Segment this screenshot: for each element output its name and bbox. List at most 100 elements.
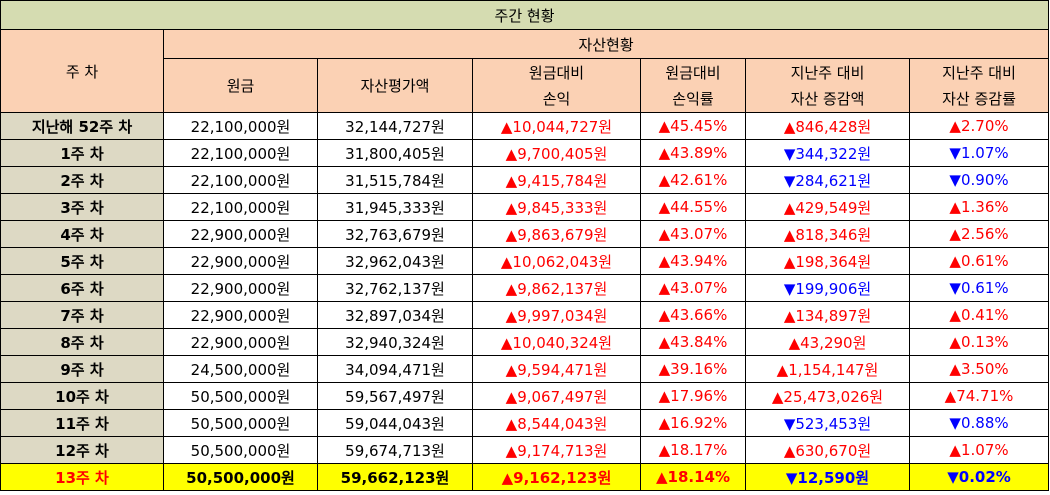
- week-cell: 3주 차: [0, 193, 164, 221]
- profit-loss-cell: ▲9,162,123원: [472, 463, 641, 491]
- week-cell: 1주 차: [0, 139, 164, 167]
- header-weekly-change-line2: 자산 증감액: [790, 89, 865, 108]
- table-row: 9주 차 24,500,000원 34,094,471원 ▲9,594,471원 ▲39…: [0, 355, 1050, 383]
- table-row: 12주 차 50,500,000원 59,674,713원 ▲9,174,713원 ▲1…: [0, 436, 1050, 464]
- profit-loss-cell: ▲8,544,043원: [472, 409, 641, 437]
- table-row: 3주 차 22,100,000원 31,945,333원 ▲9,845,333원 ▲44…: [0, 193, 1050, 221]
- valuation-cell: 31,945,333원: [317, 193, 473, 221]
- week-cell: 2주 차: [0, 166, 164, 194]
- profit-loss-rate-cell: ▲43.84%: [640, 328, 746, 356]
- profit-loss-rate-cell: ▲43.07%: [640, 274, 746, 302]
- valuation-cell: 32,763,679원: [317, 220, 473, 248]
- profit-loss-rate-cell: ▲45.45%: [640, 112, 746, 140]
- week-cell: 9주 차: [0, 355, 164, 383]
- weekly-change-rate-cell: ▼0.02%: [908, 463, 1050, 491]
- profit-loss-cell: ▲10,040,324원: [472, 328, 641, 356]
- weekly-change-rate-cell: ▼0.88%: [908, 409, 1050, 437]
- weekly-change-cell: ▲818,346원: [745, 220, 910, 248]
- profit-loss-cell: ▲10,062,043원: [472, 247, 641, 275]
- valuation-cell: 59,662,123원: [317, 463, 473, 491]
- valuation-cell: 32,144,727원: [317, 112, 473, 140]
- profit-loss-cell: ▲10,044,727원: [472, 112, 641, 140]
- weekly-change-rate-cell: ▲1.07%: [908, 436, 1050, 464]
- header-profit-loss-rate-line2: 손익률: [672, 89, 714, 108]
- header-weekly-change-rate-line2: 자산 증감률: [942, 89, 1016, 108]
- principal-cell: 24,500,000원: [163, 355, 318, 383]
- table-row: 1주 차 22,100,000원 31,800,405원 ▲9,700,405원 ▲43…: [0, 139, 1050, 167]
- table-row: 11주 차 50,500,000원 59,044,043원 ▲8,544,043원 ▲1…: [0, 409, 1050, 437]
- profit-loss-cell: ▲9,700,405원: [472, 139, 641, 167]
- principal-cell: 22,900,000원: [163, 247, 318, 275]
- week-cell: 11주 차: [0, 409, 164, 437]
- valuation-cell: 34,094,471원: [317, 355, 473, 383]
- principal-cell: 22,100,000원: [163, 112, 318, 140]
- weekly-change-rate-cell: ▲74.71%: [908, 382, 1050, 410]
- table-row: 4주 차 22,900,000원 32,763,679원 ▲9,863,679원 ▲43…: [0, 220, 1050, 248]
- principal-cell: 50,500,000원: [163, 382, 318, 410]
- principal-cell: 22,100,000원: [163, 193, 318, 221]
- header-row-2: 원금 자산평가액 원금대비 손익 원금대비 손익률 지난주 대비 자산 증감액 지난주…: [1, 58, 1050, 113]
- valuation-cell: 32,940,324원: [317, 328, 473, 356]
- weekly-change-rate-cell: ▼1.07%: [908, 139, 1050, 167]
- table-row: 6주 차 22,900,000원 32,762,137원 ▲9,862,137원 ▲43…: [0, 274, 1050, 302]
- principal-cell: 50,500,000원: [163, 409, 318, 437]
- weekly-change-cell: ▲43,290원: [745, 328, 910, 356]
- profit-loss-cell: ▲9,067,497원: [472, 382, 641, 410]
- profit-loss-rate-cell: ▲43.07%: [640, 220, 746, 248]
- profit-loss-cell: ▲9,415,784원: [472, 166, 641, 194]
- weekly-change-cell: ▲198,364원: [745, 247, 910, 275]
- principal-cell: 22,100,000원: [163, 166, 318, 194]
- header-profit-loss-line2: 손익: [542, 89, 571, 108]
- weekly-change-cell: ▲1,154,147원: [745, 355, 910, 383]
- weekly-change-rate-cell: ▲0.61%: [908, 247, 1050, 275]
- valuation-cell: 31,800,405원: [317, 139, 473, 167]
- profit-loss-cell: ▲9,174,713원: [472, 436, 641, 464]
- table-row: 7주 차 22,900,000원 32,897,034원 ▲9,997,034원 ▲43…: [0, 301, 1050, 329]
- profit-loss-rate-cell: ▲18.17%: [640, 436, 746, 464]
- valuation-cell: 31,515,784원: [317, 166, 473, 194]
- valuation-cell: 59,674,713원: [317, 436, 473, 464]
- header-principal: 원금: [163, 58, 318, 113]
- weekly-change-cell: ▼12,590원: [745, 463, 910, 491]
- weekly-change-rate-cell: ▲2.70%: [908, 112, 1050, 140]
- header-row-1: 주 차 자산현황: [0, 29, 1050, 113]
- profit-loss-cell: ▲9,862,137원: [472, 274, 641, 302]
- weekly-change-cell: ▼344,322원: [745, 139, 910, 167]
- principal-cell: 22,100,000원: [163, 139, 318, 167]
- profit-loss-rate-cell: ▲17.96%: [640, 382, 746, 410]
- header-week: 주 차: [0, 29, 164, 113]
- week-cell: 7주 차: [0, 301, 164, 329]
- valuation-cell: 59,044,043원: [317, 409, 473, 437]
- profit-loss-rate-cell: ▲16.92%: [640, 409, 746, 437]
- profit-loss-rate-cell: ▲18.14%: [640, 463, 746, 491]
- profit-loss-cell: ▲9,845,333원: [472, 193, 641, 221]
- weekly-change-cell: ▲630,670원: [745, 436, 910, 464]
- weekly-change-cell: ▲134,897원: [745, 301, 910, 329]
- profit-loss-cell: ▲9,863,679원: [472, 220, 641, 248]
- header-profit-loss-rate-line1: 원금대비: [665, 63, 721, 82]
- table-title: 주간 현황: [0, 0, 1050, 30]
- table-row: 5주 차 22,900,000원 32,962,043원 ▲10,062,043원 ▲4…: [0, 247, 1050, 275]
- header-profit-loss-line1: 원금대비: [528, 63, 585, 82]
- table-row: 지난해 52주 차 22,100,000원 32,144,727원 ▲10,044,7…: [0, 112, 1050, 140]
- profit-loss-rate-cell: ▲43.89%: [640, 139, 746, 167]
- week-cell: 5주 차: [0, 247, 164, 275]
- weekly-change-rate-cell: ▼0.90%: [908, 166, 1050, 194]
- principal-cell: 22,900,000원: [163, 274, 318, 302]
- weekly-change-rate-cell: ▲0.13%: [908, 328, 1050, 356]
- title-row: 주간 현황: [0, 0, 1050, 30]
- weekly-change-cell: ▼523,453원: [745, 409, 910, 437]
- weekly-change-cell: ▲25,473,026원: [745, 382, 910, 410]
- valuation-cell: 32,762,137원: [317, 274, 473, 302]
- principal-cell: 50,500,000원: [163, 463, 318, 491]
- valuation-cell: 59,567,497원: [317, 382, 473, 410]
- principal-cell: 22,900,000원: [163, 328, 318, 356]
- principal-cell: 22,900,000원: [163, 220, 318, 248]
- current-week-row: 13주 차 50,500,000원 59,662,123원 ▲9,162,123원 ▲1…: [0, 463, 1050, 491]
- week-cell: 4주 차: [0, 220, 164, 248]
- header-weekly-change-rate-line1: 지난주 대비: [942, 63, 1016, 82]
